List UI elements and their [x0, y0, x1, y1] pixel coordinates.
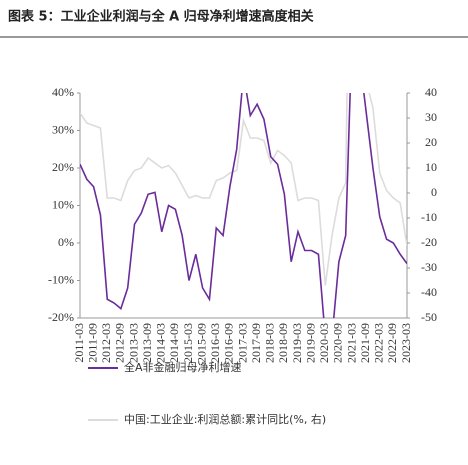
x-tick-label: 2019-03: [290, 323, 304, 363]
y2-tick-label: -40: [421, 285, 437, 299]
x-tick-label: 2014-09: [167, 323, 181, 363]
y-tick-label: 20%: [52, 160, 74, 174]
x-tick-label: 2022-03: [372, 323, 386, 363]
x-tick-label: 2021-09: [358, 323, 372, 363]
x-tick-label: 2020-03: [317, 323, 331, 363]
x-tick-label: 2018-09: [276, 323, 290, 363]
y-tick-label: 10%: [52, 197, 74, 211]
x-tick-label: 2017-09: [249, 323, 263, 363]
y-tick-label: 0%: [58, 235, 74, 249]
series-line: [80, 93, 407, 286]
series-line: [80, 93, 407, 318]
x-tick-label: 2023-03: [399, 323, 413, 363]
x-tick-label: 2011-09: [85, 323, 99, 363]
x-tick-label: 2013-09: [140, 323, 154, 363]
x-tick-label: 2020-09: [331, 323, 345, 363]
x-tick-label: 2011-03: [72, 323, 86, 363]
x-tick-label: 2015-03: [181, 323, 195, 363]
x-tick-label: 2017-03: [235, 323, 249, 363]
x-tick-label: 2012-09: [113, 323, 127, 363]
y2-tick-label: -20: [421, 235, 437, 249]
y-tick-label: -20%: [48, 310, 74, 324]
x-tick-label: 2014-03: [154, 323, 168, 363]
y2-tick-label: 20: [425, 135, 437, 149]
y-tick-label: 40%: [52, 85, 74, 99]
y2-tick-label: 40: [425, 85, 437, 99]
y2-tick-label: -50: [421, 310, 437, 324]
chart-title: 图表 5：工业企业利润与全 A 归母净利增速高度相关: [8, 9, 314, 25]
x-tick-label: 2015-09: [194, 323, 208, 363]
y2-tick-label: -10: [421, 210, 437, 224]
y2-tick-label: 30: [425, 110, 437, 124]
x-tick-label: 2013-03: [126, 323, 140, 363]
y-tick-label: 30%: [52, 122, 74, 136]
x-tick-label: 2012-03: [99, 323, 113, 363]
y2-tick-label: -30: [421, 260, 437, 274]
x-tick-label: 2021-03: [344, 323, 358, 363]
x-tick-label: 2022-09: [385, 323, 399, 363]
x-tick-label: 2016-09: [222, 323, 236, 363]
legend-label: 全A非金融归母净利增速: [124, 360, 242, 374]
y2-tick-label: 0: [431, 185, 437, 199]
y2-tick-label: 10: [425, 160, 437, 174]
y-tick-label: -10%: [48, 272, 74, 286]
x-tick-label: 2016-03: [208, 323, 222, 363]
x-tick-label: 2019-09: [303, 323, 317, 363]
x-tick-label: 2018-03: [263, 323, 277, 363]
legend-label: 中国:工业企业:利润总额:累计同比(%, 右): [124, 412, 326, 426]
